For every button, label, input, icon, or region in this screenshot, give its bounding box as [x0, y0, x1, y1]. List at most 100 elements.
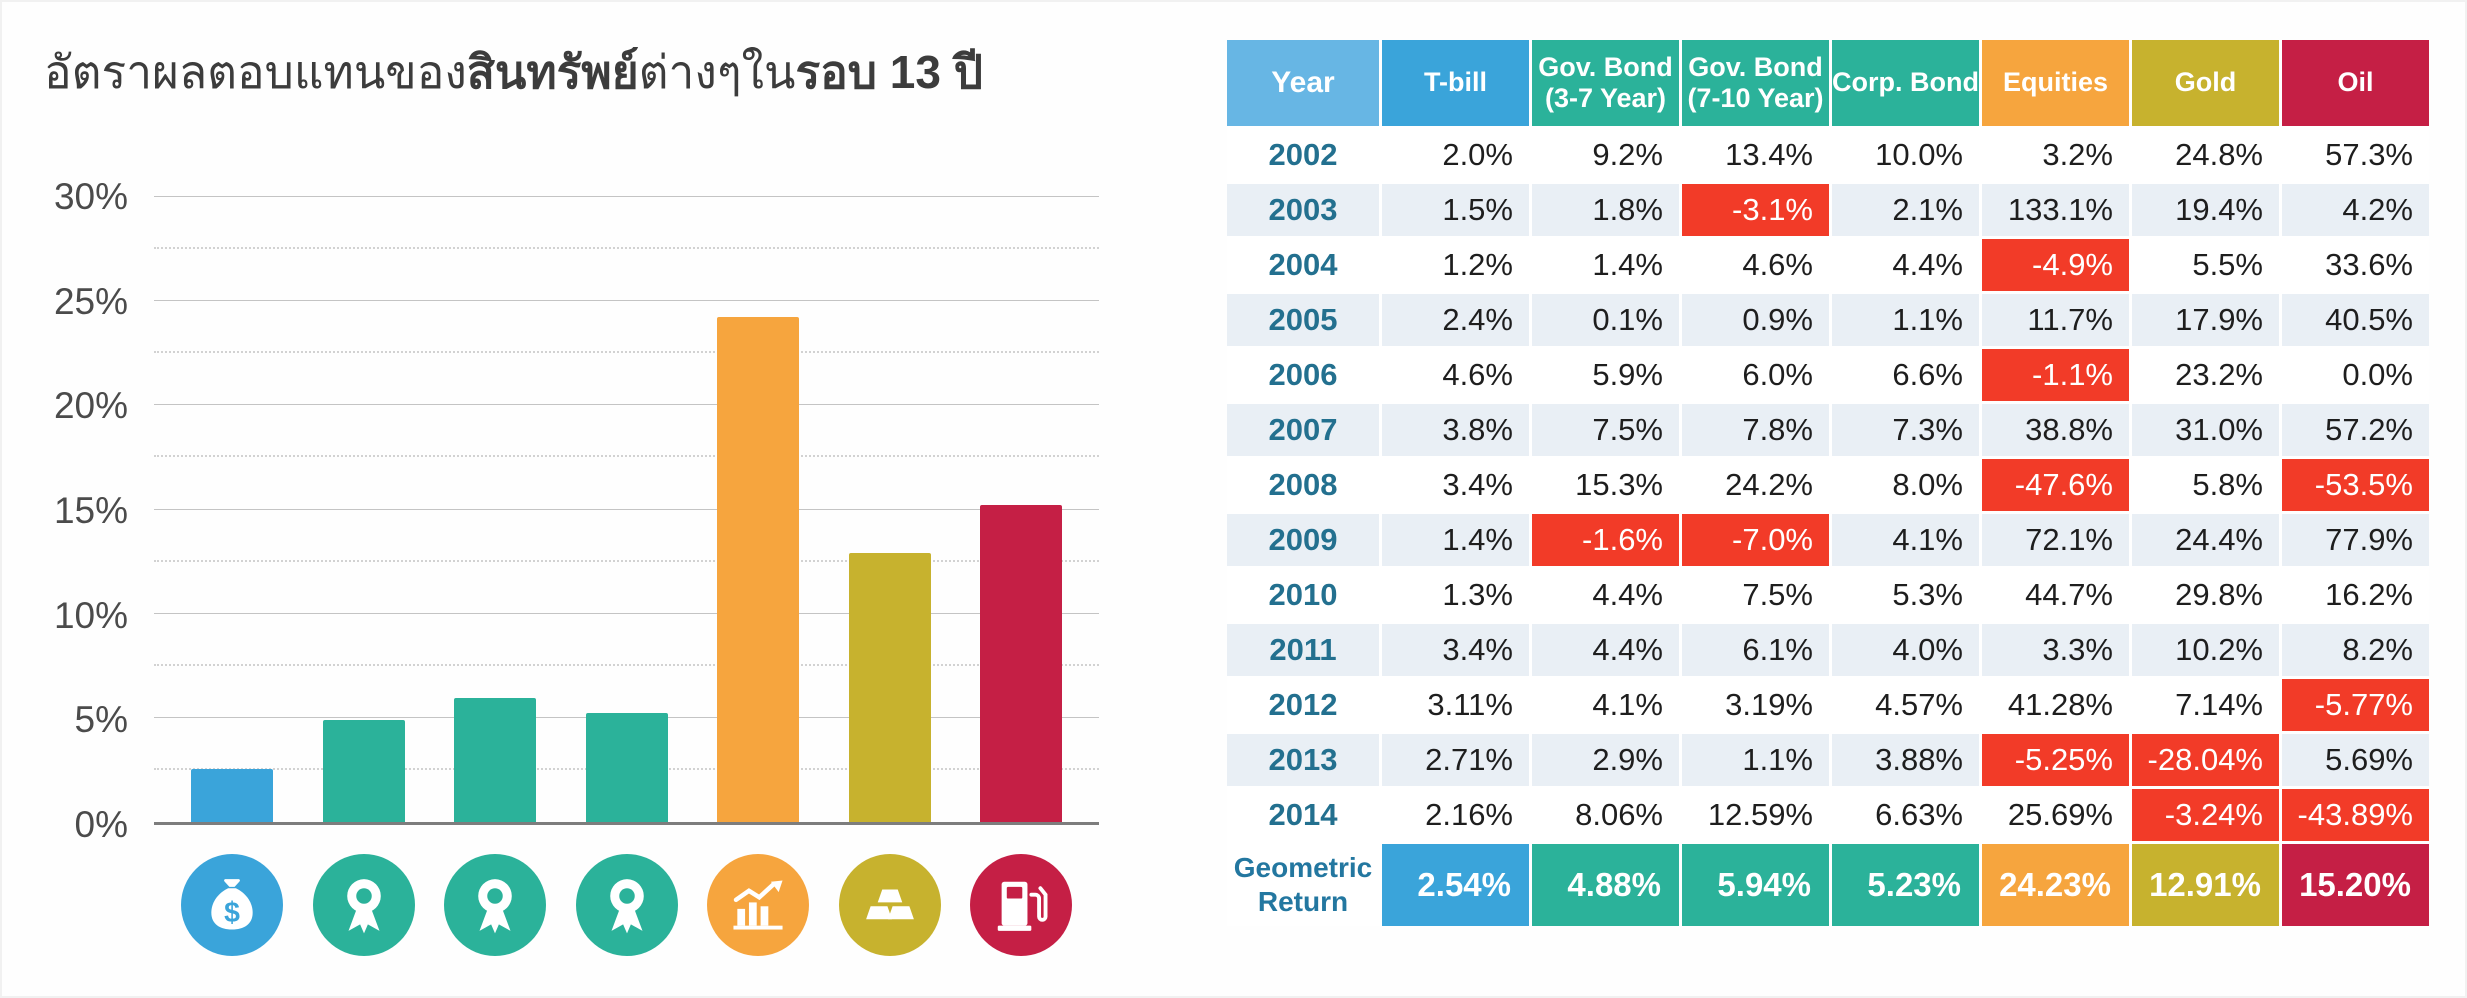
- value-cell-2007-corp-bond: 7.3%: [1832, 404, 1979, 456]
- value-cell-2010-t-bill: 1.3%: [1382, 569, 1529, 621]
- value-cell-2009-corp-bond: 4.1%: [1832, 514, 1979, 566]
- value-cell-2011-gov-bond-7-10-year: 6.1%: [1682, 624, 1829, 676]
- svg-text:$: $: [224, 897, 240, 929]
- value-cell-2013-gov-bond-3-7-year: 2.9%: [1532, 734, 1679, 786]
- year-cell: 2004: [1227, 239, 1379, 291]
- value-cell-2007-gold: 31.0%: [2132, 404, 2279, 456]
- value-cell-2007-gov-bond-3-7-year: 7.5%: [1532, 404, 1679, 456]
- geometric-return-label: Geometric Return: [1227, 844, 1379, 926]
- bar-slot: [838, 197, 942, 822]
- value-cell-2007-oil: 57.2%: [2282, 404, 2429, 456]
- value-cell-2005-equities: 11.7%: [1982, 294, 2129, 346]
- value-cell-2005-corp-bond: 1.1%: [1832, 294, 1979, 346]
- value-cell-2009-gov-bond-3-7-year: -1.6%: [1532, 514, 1679, 566]
- icon-slot: [969, 854, 1073, 956]
- value-cell-2003-corp-bond: 2.1%: [1832, 184, 1979, 236]
- geometric-return-gold: 12.91%: [2132, 844, 2279, 926]
- geometric-return-corp-bond: 5.23%: [1832, 844, 1979, 926]
- table-header-corp-bond: Corp. Bond: [1832, 40, 1979, 126]
- gridline: [154, 612, 1099, 614]
- value-cell-2011-gold: 10.2%: [2132, 624, 2279, 676]
- table-header-gold: Gold: [2132, 40, 2279, 126]
- value-cell-2008-equities: -47.6%: [1982, 459, 2129, 511]
- bar-slot: [706, 197, 810, 822]
- year-cell: 2008: [1227, 459, 1379, 511]
- gridline-minor: [154, 455, 1099, 458]
- value-cell-2013-t-bill: 2.71%: [1382, 734, 1529, 786]
- value-cell-2009-equities: 72.1%: [1982, 514, 2129, 566]
- value-cell-2011-equities: 3.3%: [1982, 624, 2129, 676]
- year-cell: 2002: [1227, 129, 1379, 181]
- y-axis-label: 20%: [53, 385, 128, 427]
- title-text: อัตราผลตอบแทนของ: [44, 46, 467, 98]
- value-cell-2013-gov-bond-7-10-year: 1.1%: [1682, 734, 1829, 786]
- value-cell-2003-gold: 19.4%: [2132, 184, 2279, 236]
- value-cell-2004-oil: 33.6%: [2282, 239, 2429, 291]
- value-cell-2013-gold: -28.04%: [2132, 734, 2279, 786]
- value-cell-2007-gov-bond-7-10-year: 7.8%: [1682, 404, 1829, 456]
- value-cell-2012-gold: 7.14%: [2132, 679, 2279, 731]
- bar-oil: [980, 505, 1062, 822]
- award-ribbon-icon: [444, 854, 546, 956]
- value-cell-2004-gov-bond-7-10-year: 4.6%: [1682, 239, 1829, 291]
- value-cell-2010-gov-bond-3-7-year: 4.4%: [1532, 569, 1679, 621]
- value-cell-2004-equities: -4.9%: [1982, 239, 2129, 291]
- value-cell-2006-equities: -1.1%: [1982, 349, 2129, 401]
- bar-slot: [969, 197, 1073, 822]
- gridline: [154, 404, 1099, 406]
- value-cell-2002-gov-bond-7-10-year: 13.4%: [1682, 129, 1829, 181]
- bar-gov-bond-3-7-year: [322, 720, 405, 822]
- bar-slot: [575, 197, 679, 822]
- year-cell: 2007: [1227, 404, 1379, 456]
- page-title: อัตราผลตอบแทนของสินทรัพย์ต่างๆในรอบ 13 ป…: [44, 36, 983, 109]
- bar-t-bill: [191, 769, 273, 822]
- asset-icons-row: $: [154, 854, 1099, 956]
- gridline-minor: [154, 559, 1099, 562]
- value-cell-2005-gov-bond-7-10-year: 0.9%: [1682, 294, 1829, 346]
- bars-group: [154, 197, 1099, 822]
- value-cell-2011-gov-bond-3-7-year: 4.4%: [1532, 624, 1679, 676]
- returns-table: Year T-bill Gov. Bond (3-7 Year) Gov. Bond …: [1227, 40, 2429, 926]
- value-cell-2010-gold: 29.8%: [2132, 569, 2279, 621]
- year-cell: 2011: [1227, 624, 1379, 676]
- value-cell-2009-gov-bond-7-10-year: -7.0%: [1682, 514, 1829, 566]
- bar-gov-bond-7-10-year: [454, 698, 536, 822]
- title-text: ต่างๆใน: [638, 46, 796, 98]
- gridline: [154, 300, 1099, 302]
- value-cell-2005-gold: 17.9%: [2132, 294, 2279, 346]
- icon-slot: $: [180, 854, 284, 956]
- bar-gold: [848, 553, 931, 822]
- value-cell-2003-equities: 133.1%: [1982, 184, 2129, 236]
- value-cell-2009-oil: 77.9%: [2282, 514, 2429, 566]
- year-cell: 2009: [1227, 514, 1379, 566]
- value-cell-2005-oil: 40.5%: [2282, 294, 2429, 346]
- icon-slot: [706, 854, 810, 956]
- value-cell-2012-equities: 41.28%: [1982, 679, 2129, 731]
- value-cell-2004-corp-bond: 4.4%: [1832, 239, 1979, 291]
- table-header-oil: Oil: [2282, 40, 2429, 126]
- icon-slot: [443, 854, 547, 956]
- bar-slot: [312, 197, 416, 822]
- gold-bars-icon: [838, 854, 941, 956]
- geometric-return-gov-bond-7-10-year: 5.94%: [1682, 844, 1829, 926]
- value-cell-2008-t-bill: 3.4%: [1382, 459, 1529, 511]
- returns-table-wrap: Year T-bill Gov. Bond (3-7 Year) Gov. Bond …: [1227, 40, 2429, 926]
- value-cell-2008-corp-bond: 8.0%: [1832, 459, 1979, 511]
- value-cell-2007-equities: 38.8%: [1982, 404, 2129, 456]
- value-cell-2012-t-bill: 3.11%: [1382, 679, 1529, 731]
- title-text-bold: สินทรัพย์: [466, 46, 639, 98]
- value-cell-2014-equities: 25.69%: [1982, 789, 2129, 841]
- award-ribbon-icon: [312, 854, 415, 956]
- gridline: [154, 196, 1099, 197]
- geometric-return-gov-bond-3-7-year: 4.88%: [1532, 844, 1679, 926]
- value-cell-2011-corp-bond: 4.0%: [1832, 624, 1979, 676]
- value-cell-2006-oil: 0.0%: [2282, 349, 2429, 401]
- geometric-return-t-bill: 2.54%: [1382, 844, 1529, 926]
- title-text-bold: รอบ 13 ปี: [795, 46, 983, 98]
- value-cell-2012-oil: -5.77%: [2282, 679, 2429, 731]
- value-cell-2003-gov-bond-3-7-year: 1.8%: [1532, 184, 1679, 236]
- year-cell: 2003: [1227, 184, 1379, 236]
- value-cell-2008-gov-bond-3-7-year: 15.3%: [1532, 459, 1679, 511]
- icon-slot: [575, 854, 679, 956]
- value-cell-2014-oil: -43.89%: [2282, 789, 2429, 841]
